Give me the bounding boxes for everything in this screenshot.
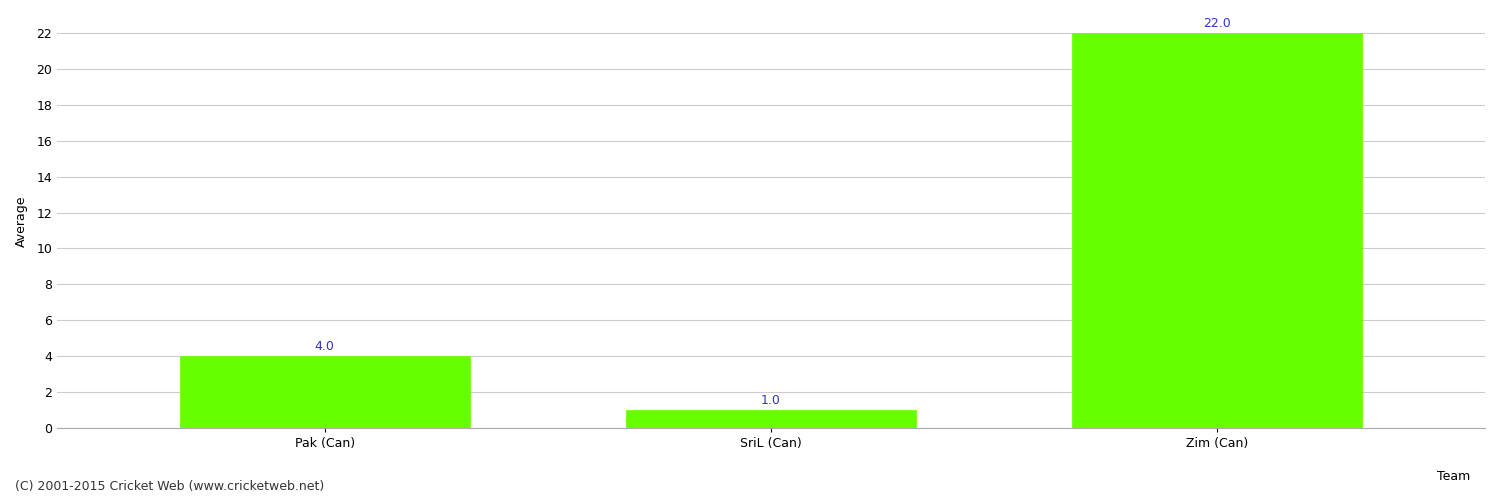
- Text: 4.0: 4.0: [315, 340, 334, 353]
- Text: Team: Team: [1437, 470, 1470, 483]
- Text: (C) 2001-2015 Cricket Web (www.cricketweb.net): (C) 2001-2015 Cricket Web (www.cricketwe…: [15, 480, 324, 493]
- Bar: [1072, 33, 1362, 428]
- Text: 22.0: 22.0: [1203, 18, 1231, 30]
- Text: 1.0: 1.0: [760, 394, 782, 407]
- Bar: [180, 356, 470, 428]
- Y-axis label: Average: Average: [15, 196, 28, 247]
- Bar: [626, 410, 916, 428]
